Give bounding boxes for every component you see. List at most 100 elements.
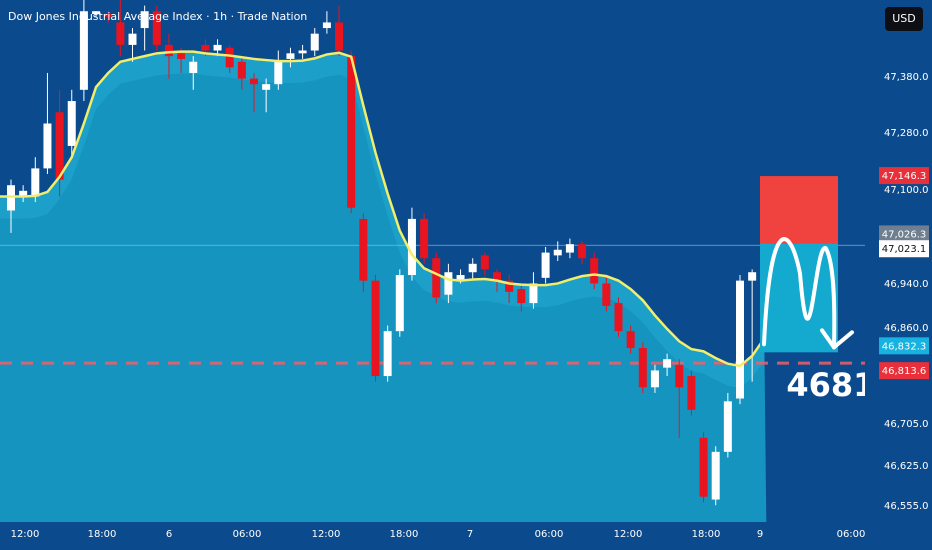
candle-body [79, 11, 88, 90]
candle-body [177, 53, 186, 59]
time-tick-label: 06:00 [233, 529, 262, 540]
candle-body [189, 61, 198, 73]
candle-body [675, 364, 684, 388]
candle-body [578, 244, 587, 259]
price-tick-label: 46,940.0 [884, 279, 929, 290]
candle-body [262, 84, 271, 90]
price-tick-label: 46,705.0 [884, 419, 929, 430]
area-fill [0, 51, 767, 523]
candle-body [140, 11, 149, 29]
candle-body [237, 61, 246, 79]
time-tick-label: 6 [166, 529, 172, 540]
time-tick-label: 12:00 [312, 529, 341, 540]
candle-body [274, 61, 283, 85]
candle-body [250, 78, 258, 85]
candle-body [748, 272, 757, 281]
candle-body [407, 218, 416, 276]
candle-body [711, 451, 720, 500]
candle-body [164, 44, 173, 57]
price-tag-label: 46,813.6 [882, 366, 927, 377]
time-tick-label: 18:00 [390, 529, 419, 540]
candle-body [420, 218, 429, 259]
projection-curve [762, 237, 837, 350]
candle-body [104, 14, 113, 17]
candle-body [650, 370, 659, 388]
time-tick-label: 12:00 [614, 529, 643, 540]
candle-body [638, 348, 647, 388]
candle-body [456, 275, 465, 281]
price-axis-bg [865, 0, 932, 550]
candle-body [493, 272, 501, 281]
candle-body [663, 359, 672, 368]
candle-body [687, 376, 696, 410]
candle-body [201, 44, 210, 51]
candle-body [55, 112, 64, 180]
candle-body [517, 289, 526, 304]
time-tick-label: 9 [757, 529, 763, 540]
price-tick-label: 46,555.0 [884, 501, 929, 512]
candle-body [480, 255, 489, 270]
time-tick-label: 06:00 [837, 529, 866, 540]
currency-button[interactable]: USD [885, 7, 923, 31]
candle-body [116, 22, 125, 45]
candle-body [67, 101, 76, 146]
ma-layer [0, 50, 766, 368]
candle-body [395, 275, 404, 332]
candle-body [213, 44, 222, 51]
price-tag-label: 47,026.3 [882, 229, 927, 240]
price-tick-label: 46,625.0 [884, 461, 929, 472]
candle-body [322, 22, 331, 29]
moving-average-line [0, 50, 766, 368]
area-layer [0, 51, 767, 523]
candle-body [565, 244, 574, 253]
candle-body [383, 331, 392, 377]
price-tick-label: 46,860.0 [884, 323, 929, 334]
candle-body [92, 11, 101, 15]
candle-body [614, 303, 623, 332]
price-tag-bg [879, 167, 929, 185]
price-tag-label: 46,832.3 [882, 341, 927, 352]
price-tick-label: 47,100.0 [884, 185, 929, 196]
candle-body [298, 50, 307, 54]
price-tag-bg [879, 240, 929, 258]
candle-body [310, 33, 319, 51]
candle-body [432, 258, 441, 298]
candle-layer [7, 0, 769, 506]
grid-layer [0, 244, 865, 365]
price-tick-label: 47,380.0 [884, 72, 929, 83]
projection-arrowhead [820, 328, 854, 350]
price-tag-bg [879, 337, 929, 355]
time-tick-label: 7 [467, 529, 473, 540]
candle-body [602, 283, 611, 306]
candle-body [723, 401, 732, 452]
candle-body [225, 47, 234, 68]
time-tick-label: 18:00 [692, 529, 721, 540]
price-tag-bg [879, 225, 929, 243]
candle-body [529, 283, 538, 304]
price-tick-label: 47,280.0 [884, 128, 929, 139]
price-tag-label: 47,146.3 [882, 171, 927, 182]
candle-body [444, 272, 453, 295]
candle-body [335, 22, 344, 51]
time-tick-label: 18:00 [88, 529, 117, 540]
candle-body [736, 280, 744, 399]
chart-title: Dow Jones Industrial Average Index · 1h … [8, 10, 308, 23]
candle-body [286, 53, 295, 59]
candle-body [128, 33, 137, 45]
candle-body [505, 280, 514, 292]
candle-body [553, 249, 562, 256]
candle-body [359, 218, 368, 281]
candle-body [152, 11, 161, 45]
candle-body [699, 437, 708, 497]
candle-body [31, 168, 40, 197]
time-tick-label: 12:00 [11, 529, 40, 540]
candle-body [590, 258, 599, 284]
time-tick-label: 06:00 [535, 529, 564, 540]
candle-body [468, 263, 477, 273]
price-tag-bg [879, 362, 929, 380]
candle-body [626, 331, 635, 348]
candle-body [347, 56, 356, 208]
position-layer: 46813 [760, 176, 898, 404]
